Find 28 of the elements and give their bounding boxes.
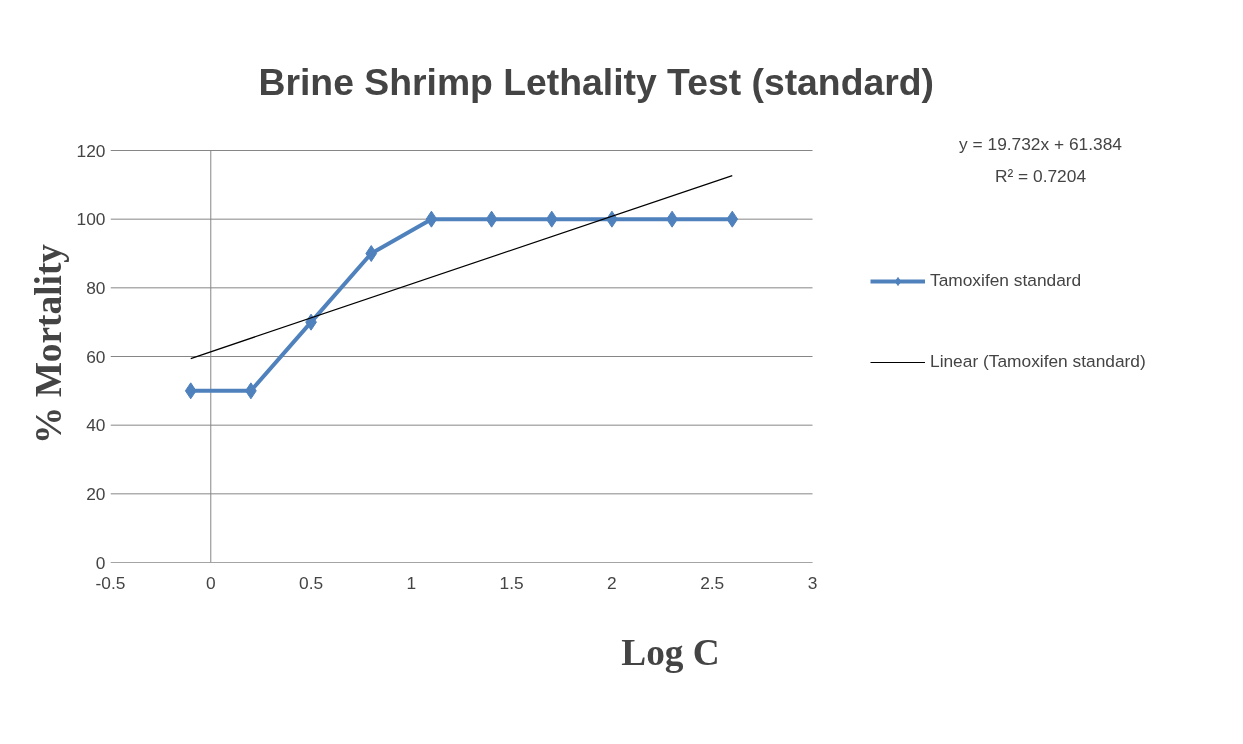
legend-label: Tamoxifen standard — [930, 270, 1082, 291]
y-tick-label: 20 — [86, 483, 106, 504]
y-tick-label: 100 — [76, 209, 106, 230]
legend-label: Linear (Tamoxifen standard) — [930, 351, 1146, 372]
text: y = 19.732x + 61.384 — [959, 133, 1123, 154]
x-tick-label: 0.5 — [299, 572, 324, 593]
x-tick-label: 1 — [406, 572, 417, 593]
point — [184, 382, 197, 400]
x-tick-label: 2 — [607, 572, 617, 593]
y-tick-label: 120 — [76, 140, 106, 161]
point — [726, 210, 739, 228]
x-axis-title: Log C — [621, 631, 720, 673]
y-axis-title: % Mortality — [27, 243, 69, 445]
x-tick-label: -0.5 — [95, 572, 126, 593]
y-tick-label: 60 — [86, 346, 106, 367]
x-tick-label: 3 — [807, 572, 818, 593]
y-tick-label: 40 — [86, 415, 106, 436]
chart-title: Brine Shrimp Lethality Test (standard) — [258, 61, 934, 103]
y-tick-label: 80 — [86, 277, 106, 298]
point — [545, 210, 558, 228]
text: R² = 0.7204 — [994, 165, 1087, 186]
point — [485, 210, 498, 228]
point — [425, 210, 438, 228]
y-tick-label: 0 — [95, 552, 106, 573]
x-tick-label: 0 — [205, 572, 216, 593]
x-tick-label: 1.5 — [499, 572, 524, 593]
point — [365, 245, 378, 262]
x-tick-label: 2.5 — [700, 572, 725, 593]
